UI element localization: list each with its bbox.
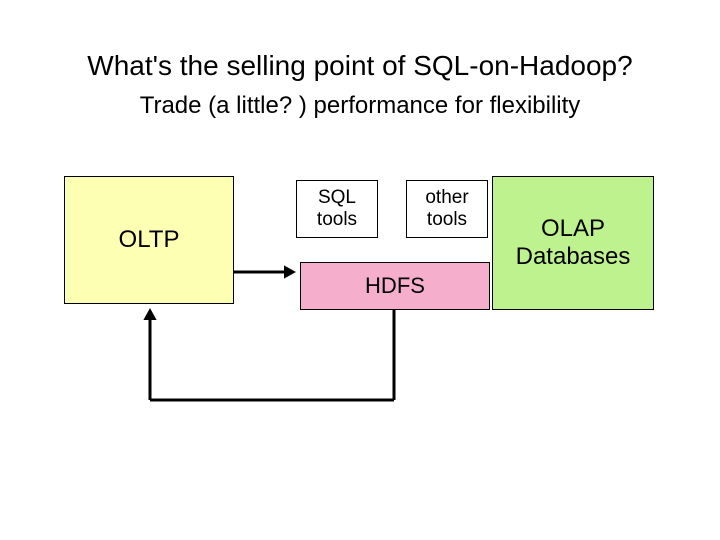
node-sql-tools-label: SQLtools: [317, 187, 357, 231]
node-olap: OLAPDatabases: [492, 176, 654, 310]
node-oltp-label: OLTP: [119, 226, 180, 254]
node-hdfs-label: HDFS: [365, 273, 425, 298]
node-hdfs: HDFS: [300, 262, 490, 310]
node-sql-tools: SQLtools: [296, 180, 378, 238]
slide-stage: What's the selling point of SQL-on-Hadoo…: [0, 0, 720, 540]
node-other-tools: othertools: [406, 180, 488, 238]
node-oltp: OLTP: [64, 176, 234, 304]
node-olap-label: OLAPDatabases: [516, 215, 631, 270]
node-other-tools-label: othertools: [425, 187, 468, 231]
slide-title: What's the selling point of SQL-on-Hadoo…: [0, 50, 720, 82]
slide-subtitle: Trade (a little? ) performance for flexi…: [0, 92, 720, 120]
